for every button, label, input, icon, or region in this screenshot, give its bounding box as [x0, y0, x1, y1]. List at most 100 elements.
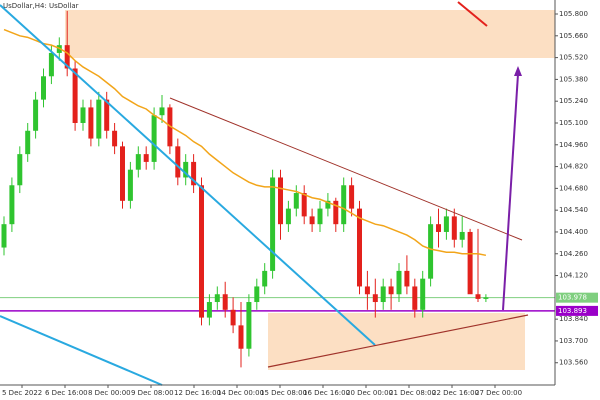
candle-body [9, 185, 15, 225]
candle-body [420, 278, 426, 310]
candle-body [459, 231, 465, 240]
candle-body [333, 200, 339, 225]
candle-body [230, 309, 236, 326]
y-tick-label: 104.960 [559, 141, 588, 149]
y-tick-label: 105.660 [559, 32, 588, 40]
candle-body [206, 302, 212, 318]
candle-body [88, 107, 94, 139]
y-tick-label: 104.680 [559, 184, 588, 192]
supply-zone [65, 10, 555, 58]
candle-body [412, 286, 418, 310]
arrow-head [514, 66, 522, 76]
y-tick-label: 104.400 [559, 228, 588, 236]
candle-body [270, 177, 276, 271]
x-tick-label: 20 Dec 00:00 [346, 389, 393, 397]
candle-body [112, 130, 118, 147]
trend-line [0, 4, 376, 346]
x-tick-label: 14 Dec 00:00 [217, 389, 264, 397]
trend-line [169, 97, 523, 241]
candle-body [364, 286, 370, 295]
candle-body [175, 146, 181, 178]
price-label: 103.978 [558, 294, 587, 302]
candle-body [151, 115, 157, 162]
candle-body [199, 185, 204, 318]
candle-body [278, 177, 283, 225]
candle-body [357, 208, 362, 287]
candle-body [222, 294, 228, 310]
candle-body [238, 325, 244, 349]
candle-body [96, 99, 102, 139]
candle-body [120, 146, 125, 201]
candle-body [183, 161, 189, 178]
candle-body [436, 224, 441, 232]
price-label: 103.893 [558, 307, 587, 315]
y-tick-label: 105.240 [559, 97, 588, 105]
x-tick-label: 6 Dec 16:00 [45, 389, 88, 397]
candle-body [127, 169, 133, 201]
price-label-box [556, 305, 598, 316]
x-tick-label: 5 Dec 2022 [2, 389, 42, 397]
candle-body [1, 224, 7, 248]
candle-body [191, 161, 197, 186]
candle-body [483, 297, 489, 299]
y-tick-label: 103.840 [559, 315, 588, 323]
candle-body [262, 270, 268, 287]
candle-body [396, 270, 402, 295]
y-tick-label: 105.380 [559, 75, 588, 83]
trend-line [0, 315, 163, 386]
candle-body [467, 231, 473, 295]
x-tick-label: 9 Dec 08:00 [131, 389, 174, 397]
candle-body [25, 130, 31, 155]
candle-body [214, 294, 220, 303]
arrow [502, 73, 519, 311]
candle-body [301, 193, 307, 217]
candle-body [48, 52, 54, 77]
x-tick-label: 15 Dec 08:00 [260, 389, 307, 397]
y-tick-label: 104.120 [559, 272, 588, 280]
candle-body [285, 208, 291, 225]
candle-body [33, 99, 39, 131]
trend-line [267, 314, 529, 368]
x-tick-label: 21 Dec 08:00 [389, 389, 436, 397]
candle-body [372, 294, 378, 303]
x-tick-label: 12 Dec 16:00 [174, 389, 221, 397]
candle-body [388, 286, 394, 295]
arrow [457, 1, 488, 27]
candle-body [451, 216, 457, 240]
candle-body [349, 185, 355, 209]
candle-body [309, 216, 315, 225]
y-tick-label: 103.560 [559, 359, 588, 367]
chart-title: UsDollar,H4: UsDollar [3, 2, 79, 10]
x-tick-label: 8 Dec 00:00 [88, 389, 131, 397]
price-label-box [556, 292, 598, 303]
candle-body [475, 294, 481, 299]
moving-average [3, 28, 487, 257]
y-tick-label: 103.700 [559, 337, 588, 345]
candle-body [143, 154, 149, 162]
y-tick-label: 104.260 [559, 250, 588, 258]
x-tick-label: 27 Dec 00:00 [475, 389, 522, 397]
candle-body [80, 107, 86, 123]
y-tick-label: 105.800 [559, 10, 588, 18]
y-tick-label: 105.520 [559, 54, 588, 62]
candle-body [64, 45, 70, 69]
candle-body [159, 107, 165, 116]
y-tick-label: 104.540 [559, 206, 588, 214]
candle-body [293, 193, 299, 209]
x-tick-label: 22 Dec 16:00 [432, 389, 479, 397]
candle-body [341, 185, 347, 225]
x-tick-label: 16 Dec 16:00 [303, 389, 350, 397]
candle-body [317, 208, 323, 225]
candle-body [246, 302, 252, 349]
candle-body [380, 286, 386, 303]
candle-body [17, 154, 23, 186]
y-tick-label: 105.100 [559, 119, 588, 127]
candle-body [325, 200, 331, 209]
candle-body [135, 154, 141, 170]
candle-body [72, 68, 78, 123]
candle-body [104, 99, 110, 131]
candle-body [254, 286, 260, 303]
candle-body [41, 76, 46, 100]
candle-body [428, 224, 434, 279]
